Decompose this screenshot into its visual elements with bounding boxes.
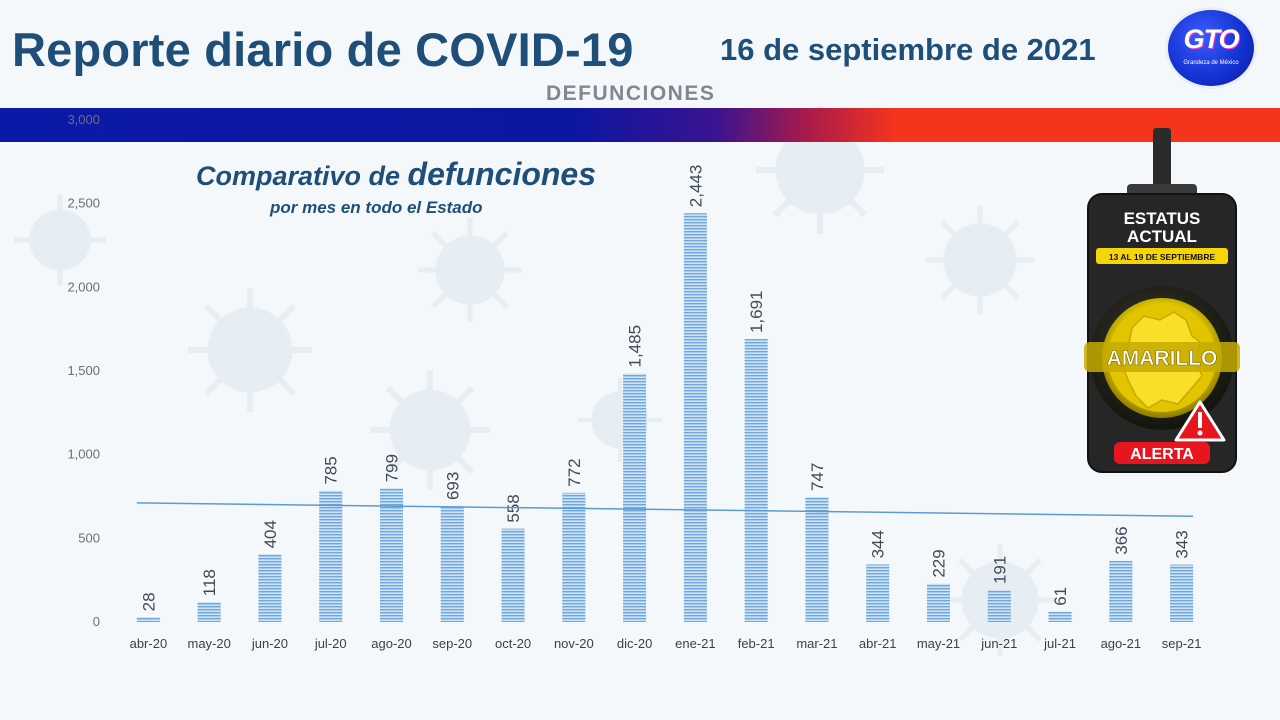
status-period: 13 AL 19 DE SEPTIEMBRE — [1109, 252, 1216, 262]
x-tick-label: feb-21 — [738, 636, 775, 651]
data-label: 558 — [504, 494, 523, 522]
x-tick-label: ago-21 — [1101, 636, 1141, 651]
data-label: 28 — [139, 592, 158, 611]
data-label: 1,485 — [626, 325, 645, 368]
data-label: 343 — [1173, 530, 1192, 558]
x-tick-label: jul-20 — [314, 636, 347, 651]
bar — [1109, 560, 1133, 622]
x-tick-label: abr-21 — [859, 636, 897, 651]
bar — [866, 564, 890, 622]
device-body-shade — [1087, 193, 1237, 473]
bar — [1048, 611, 1072, 622]
bar — [805, 497, 829, 622]
data-label: 2,443 — [686, 165, 705, 208]
chart-title: Comparativo de defunciones — [196, 156, 596, 193]
bar — [379, 488, 404, 622]
x-tick-label: may-20 — [187, 636, 230, 651]
data-label: 747 — [808, 463, 827, 491]
bar — [987, 590, 1011, 622]
x-tick-label: ene-21 — [675, 636, 715, 651]
virus-icon — [926, 206, 1034, 314]
bar — [258, 554, 282, 622]
x-tick-label: may-21 — [917, 636, 960, 651]
chart-subtitle: por mes en todo el Estado — [270, 198, 483, 217]
bar — [136, 617, 160, 622]
status-alert-label: ALERTA — [1130, 446, 1194, 463]
x-tick-label: jun-20 — [251, 636, 288, 651]
x-tick-label: oct-20 — [495, 636, 531, 651]
data-label: 1,691 — [747, 290, 766, 333]
x-tick-label: dic-20 — [617, 636, 652, 651]
bar — [1170, 564, 1194, 622]
y-tick-label: 1,500 — [67, 363, 100, 378]
x-tick-label: jun-21 — [980, 636, 1017, 651]
y-tick-label: 3,000 — [67, 112, 100, 127]
data-label: 404 — [261, 520, 280, 548]
virus-icon — [370, 370, 490, 490]
data-label: 191 — [990, 556, 1009, 584]
virus-icon — [418, 218, 522, 322]
x-tick-label: ago-20 — [371, 636, 411, 651]
logo-tagline: Grandeza de México — [1183, 60, 1239, 66]
gto-logo: GTO Grandeza de México — [1168, 10, 1254, 86]
bar — [683, 213, 707, 623]
status-level-badge — [1084, 342, 1240, 372]
bar — [744, 339, 768, 622]
x-tick-label: nov-20 — [554, 636, 594, 651]
exclamation-icon — [1174, 400, 1226, 442]
bar — [926, 583, 951, 622]
logo-badge — [1168, 10, 1254, 86]
page-title: Reporte diario de COVID-19 — [12, 23, 634, 76]
trend-line — [136, 502, 1194, 517]
bar — [501, 528, 525, 622]
bar — [319, 490, 343, 622]
data-label: 772 — [565, 458, 584, 486]
x-tick-label: abr-20 — [130, 636, 168, 651]
status-alert-badge — [1114, 442, 1210, 464]
y-tick-label: 2,000 — [67, 279, 100, 294]
y-tick-label: 1,000 — [67, 447, 100, 462]
virus-icon — [188, 288, 312, 412]
chart-title-part2: defunciones — [407, 156, 597, 192]
data-label: 229 — [930, 549, 949, 577]
data-label: 693 — [443, 472, 462, 500]
x-tick-label: mar-21 — [796, 636, 837, 651]
section-label: DEFUNCIONES — [546, 82, 716, 105]
status-traffic-device: ESTATUS ACTUAL 13 AL 19 DE SEPTIEMBRE AM… — [1084, 128, 1240, 473]
status-heading-line2: ACTUAL — [1127, 227, 1197, 246]
x-tick-label: sep-21 — [1162, 636, 1202, 651]
chart-title-part1: Comparativo de — [196, 161, 408, 191]
bar — [562, 492, 586, 622]
x-tick-label: jul-21 — [1043, 636, 1076, 651]
data-label: 799 — [383, 454, 402, 482]
y-tick-label: 0 — [93, 614, 100, 629]
status-heading-line1: ESTATUS — [1124, 209, 1201, 228]
data-label: 118 — [200, 569, 219, 596]
bar — [197, 602, 221, 622]
status-level: AMARILLO — [1107, 347, 1218, 370]
y-tick-label: 2,500 — [67, 196, 100, 211]
logo-text: GTO — [1183, 24, 1239, 54]
x-tick-label: sep-20 — [432, 636, 472, 651]
data-label: 61 — [1051, 587, 1070, 606]
status-period-badge — [1096, 248, 1228, 264]
data-label: 344 — [869, 530, 888, 558]
data-label: 366 — [1112, 526, 1131, 554]
virus-icon — [14, 194, 106, 286]
header-gradient-band — [0, 108, 1280, 142]
device-pole — [1153, 128, 1171, 188]
bar — [623, 373, 647, 622]
data-label: 785 — [322, 456, 341, 484]
y-tick-label: 500 — [78, 530, 100, 545]
bar — [440, 506, 464, 622]
report-date: 16 de septiembre de 2021 — [720, 32, 1096, 67]
